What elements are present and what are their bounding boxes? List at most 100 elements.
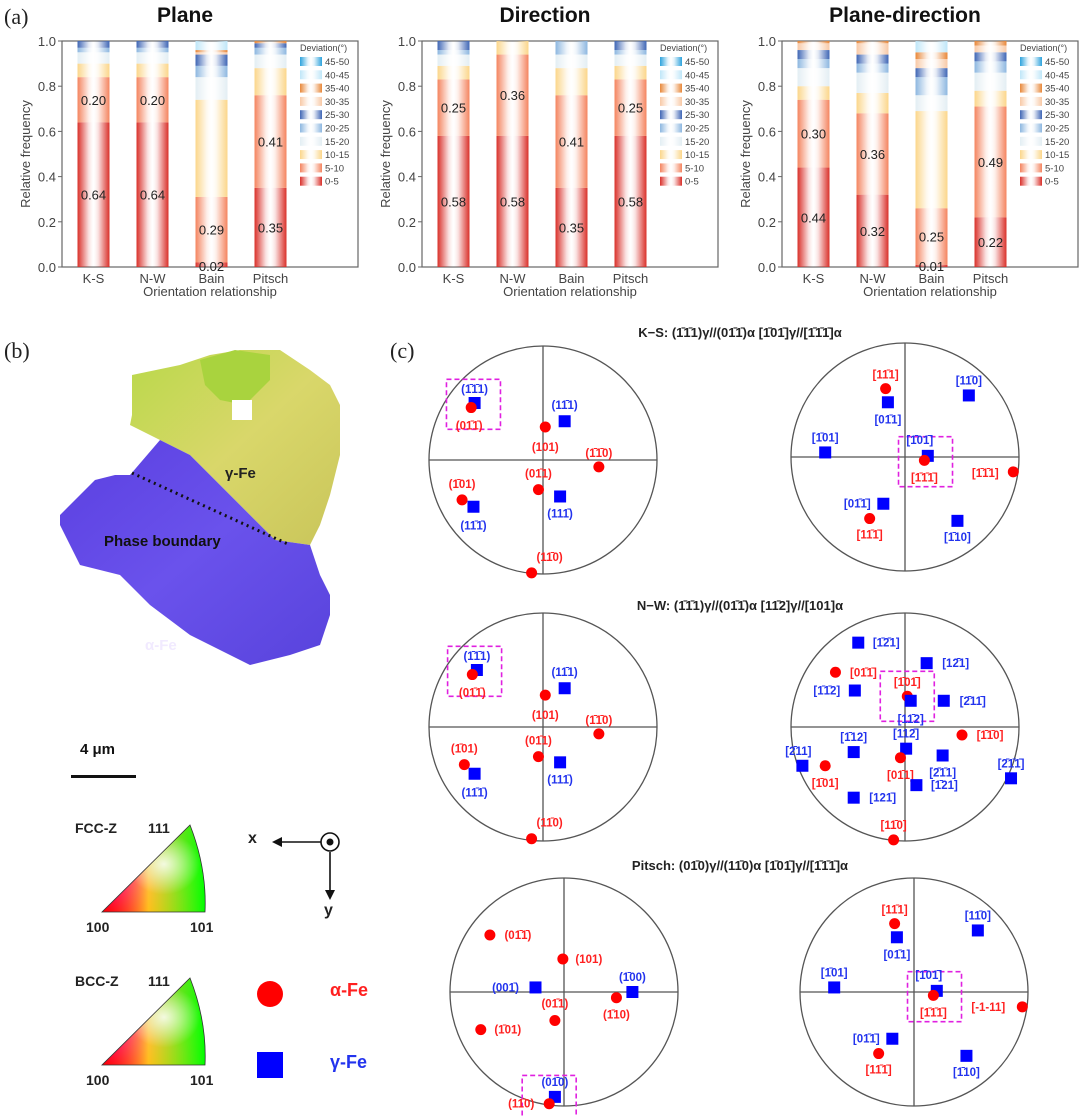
bar-segment — [915, 68, 948, 78]
legend-swatch — [660, 57, 682, 66]
data-label: 0.20 — [140, 93, 165, 108]
pole-label: [1̄10] — [944, 532, 971, 544]
y-tick-label: 0.6 — [38, 124, 56, 139]
data-label: 0.20 — [81, 93, 106, 108]
alpha-fe-pole-marker — [1007, 466, 1019, 478]
legend-swatch — [1020, 57, 1042, 66]
legend-label: 35-40 — [685, 84, 709, 95]
pole-label: (01̄0) — [541, 1077, 568, 1089]
bar-segment — [77, 63, 110, 78]
alpha-fe-pole-marker — [880, 383, 892, 395]
gamma-fe-pole-marker — [960, 1049, 973, 1062]
legend-label: 5-10 — [1045, 163, 1064, 174]
pole-label: [11̄0] — [880, 820, 906, 832]
pole-label: (11̄1̄) — [460, 521, 486, 533]
legend-swatch — [660, 176, 682, 186]
data-label: 0.01 — [919, 259, 944, 274]
y-axis-label: Relative frequency — [738, 100, 753, 208]
bar-segment — [797, 68, 830, 87]
bar-segment — [254, 47, 287, 55]
pole-label: (111̄) — [547, 508, 573, 520]
pole-label: (11̄1̄) — [461, 788, 487, 800]
bar-segment — [856, 194, 889, 267]
pole-label: (1̄1̄1) — [461, 384, 488, 396]
data-label: 0.64 — [140, 188, 165, 203]
pole-label: (111̄) — [547, 774, 573, 786]
bar-segment — [136, 47, 169, 53]
y-tick-label: 0.4 — [398, 170, 416, 185]
bar-segment — [974, 90, 1007, 107]
y-arrowhead-icon — [325, 890, 335, 900]
legend-label: 35-40 — [1045, 84, 1069, 95]
legend-swatch — [1020, 136, 1042, 146]
pole-label: (1̄01) — [449, 479, 476, 491]
data-label: 0.29 — [199, 223, 224, 238]
alpha-fe-pole-marker — [918, 454, 930, 466]
pole-label: (11̄0) — [536, 552, 562, 564]
bar-segment — [614, 50, 647, 55]
pole-label: [01̄1] — [874, 414, 901, 426]
bar-segment — [614, 79, 647, 136]
alpha-fe-pole-marker — [539, 421, 551, 433]
legend-swatch — [300, 150, 322, 160]
bar-segment — [437, 54, 470, 66]
pole-label: [11̄1] — [882, 905, 908, 917]
legend-label: 20-25 — [1045, 124, 1069, 135]
pole-label: (01̄1) — [525, 736, 552, 748]
pole-label: [2̄11̄] — [960, 696, 986, 708]
pole-label: (11̄0) — [508, 1099, 534, 1111]
legend-label: 30-35 — [685, 97, 709, 108]
bar-segment — [974, 45, 1007, 53]
alpha-fe-pole-marker — [539, 689, 551, 701]
legend-title: Deviation(°) — [300, 43, 347, 53]
pole-label: [1̄01̄] — [906, 435, 933, 447]
alpha-fe-pole-marker — [956, 729, 968, 741]
legend-label: 20-25 — [325, 124, 349, 135]
pole-label: [112̄] — [893, 729, 919, 741]
bar-segment — [915, 264, 948, 267]
bar-segment — [915, 77, 948, 96]
ipf-title: FCC-Z — [75, 820, 117, 836]
bar-charts-svg: Plane 0.0 0.2 0.4 0.6 0.8 1.0 Relative frequenc… — [18, 4, 1079, 299]
alpha-fe-circle-icon — [257, 981, 283, 1007]
data-label: 0.44 — [801, 210, 826, 225]
bar-segment — [496, 54, 529, 136]
legend-swatch — [660, 83, 682, 93]
x-tick-label: Bain — [558, 271, 584, 286]
pole-label: [1̄1̄1] — [972, 468, 999, 480]
bar-segment — [195, 196, 228, 263]
bar-segment — [136, 63, 169, 78]
gamma-fe-pole-marker — [796, 759, 809, 772]
y-tick-label: 0.0 — [398, 260, 416, 275]
bar-segment — [614, 65, 647, 80]
data-label: 0.35 — [559, 220, 584, 235]
legend-label: 15-20 — [325, 137, 349, 148]
pole-figure-title-ks: K−S: (1̄1̄1)γ//(01̄1̄)α [1̄01̄]γ//[1̄1̄1… — [638, 325, 842, 340]
y-tick-label: 0.2 — [38, 215, 56, 230]
gamma-fe-pole-marker — [951, 514, 964, 527]
pole-label: (1̄01) — [494, 1025, 521, 1037]
pole-label: [12̄1] — [942, 658, 969, 670]
y-tick-label: 0.8 — [38, 79, 56, 94]
axes-legend: x y — [240, 830, 350, 940]
pole-label: [1̄1̄1̄] — [920, 1007, 947, 1019]
gamma-fe-pole-marker — [890, 931, 903, 944]
bar-segment — [797, 59, 830, 69]
highlight-box — [879, 670, 936, 723]
pole-label: [1̄10] — [953, 1067, 980, 1079]
legend-swatch — [300, 123, 322, 133]
bar-segment — [195, 77, 228, 100]
legend-label: 5-10 — [325, 163, 344, 174]
alpha-fe-pole-marker — [456, 494, 468, 506]
x-tick-label: K-S — [803, 271, 825, 286]
pole-label: (11̄1) — [552, 400, 578, 412]
ipf-triangle-fcc-z — [101, 824, 206, 913]
pole-label: [1̄01] — [821, 967, 848, 979]
bar-segment — [555, 95, 588, 188]
legend-swatch — [300, 96, 322, 106]
ipf-legends-svg: FCC-Z 111 100 101 BCC-Z 111 100 101 — [75, 820, 214, 1088]
bar-segment — [797, 41, 830, 44]
gamma-fe-pole-marker — [558, 415, 571, 428]
bar-segment — [797, 167, 830, 267]
bar-segment — [915, 52, 948, 60]
